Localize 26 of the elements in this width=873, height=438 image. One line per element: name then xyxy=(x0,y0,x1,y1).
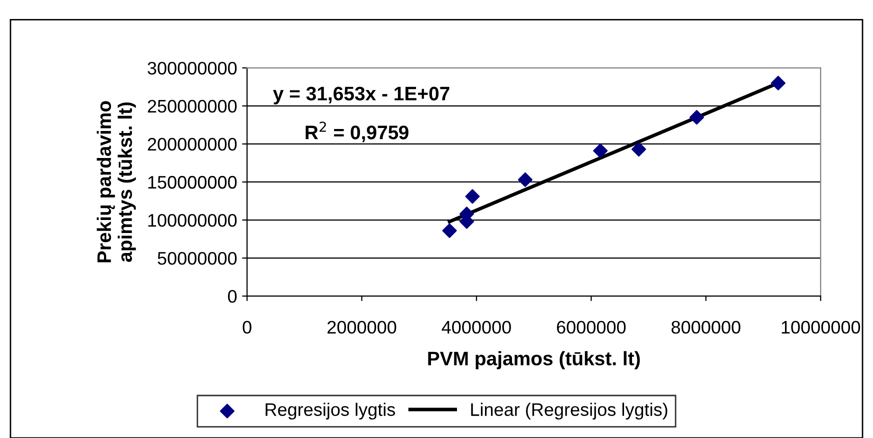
legend-label: Linear (Regresijos lygtis) xyxy=(471,402,668,420)
point xyxy=(593,144,608,158)
point xyxy=(465,189,480,204)
x-tick-label: 8000000 xyxy=(672,320,740,334)
y-tick-label: 100000000 xyxy=(148,214,237,227)
annotation: y = 31,653x - 1E+07 xyxy=(273,86,450,104)
point xyxy=(770,76,786,90)
y-tick-label: 150000000 xyxy=(148,176,237,189)
y-tick-label: 250000000 xyxy=(148,100,237,113)
y-tick-label: 200000000 xyxy=(148,138,237,151)
x-axis-title: PVM pajamos (tūkst. lt) xyxy=(428,351,640,370)
x-tick-label: 6000000 xyxy=(556,320,626,334)
x-tick-label: 2000000 xyxy=(328,320,396,334)
point xyxy=(632,142,646,157)
x-tick-label: 4000000 xyxy=(442,320,511,334)
point xyxy=(442,223,457,238)
x-tick-label: 0 xyxy=(242,320,252,334)
y-tick-label: 0 xyxy=(228,290,237,303)
y-axis-title: Prekių pardavimo apimtys (tūkst. lt) xyxy=(96,101,136,262)
y-tick-label: 300000000 xyxy=(148,62,237,75)
point xyxy=(689,110,704,125)
y-tick-label: 50000000 xyxy=(158,252,237,265)
legend-label: Regresijos lygtis xyxy=(266,402,396,420)
point xyxy=(518,172,533,187)
x-tick-label: 10000000 xyxy=(782,320,860,334)
annotation: R$^{2}$ = 0,9759 xyxy=(306,122,408,142)
